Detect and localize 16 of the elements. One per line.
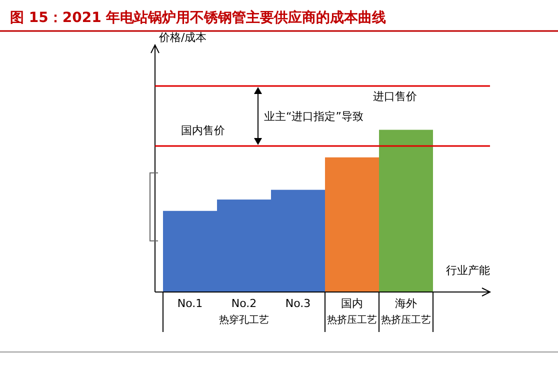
x-tick-label: No.3 bbox=[285, 297, 311, 310]
chart-title: 图 15：2021 年电站锅炉用不锈钢管主要供应商的成本曲线 bbox=[10, 9, 386, 26]
x-axis-title: 行业产能 bbox=[446, 264, 490, 277]
x-tick-label: 海外 bbox=[395, 297, 417, 310]
x-tick-label: 国内 bbox=[341, 297, 363, 310]
text: 价格/成本 bbox=[158, 31, 207, 44]
x-tick-label: No.2 bbox=[231, 297, 257, 310]
text: 业主“进口指定”导致 bbox=[264, 110, 364, 124]
text: 热挤压工艺 bbox=[381, 314, 431, 326]
ref-line-label: 进口售价 bbox=[373, 90, 417, 103]
text: 热挤压工艺 bbox=[327, 314, 377, 326]
x-tick-label: No.1 bbox=[177, 297, 203, 310]
bar bbox=[325, 157, 379, 292]
text: 热穿孔工艺 bbox=[219, 314, 269, 326]
bar bbox=[379, 130, 433, 292]
ref-line-label: 国内售价 bbox=[181, 124, 225, 138]
